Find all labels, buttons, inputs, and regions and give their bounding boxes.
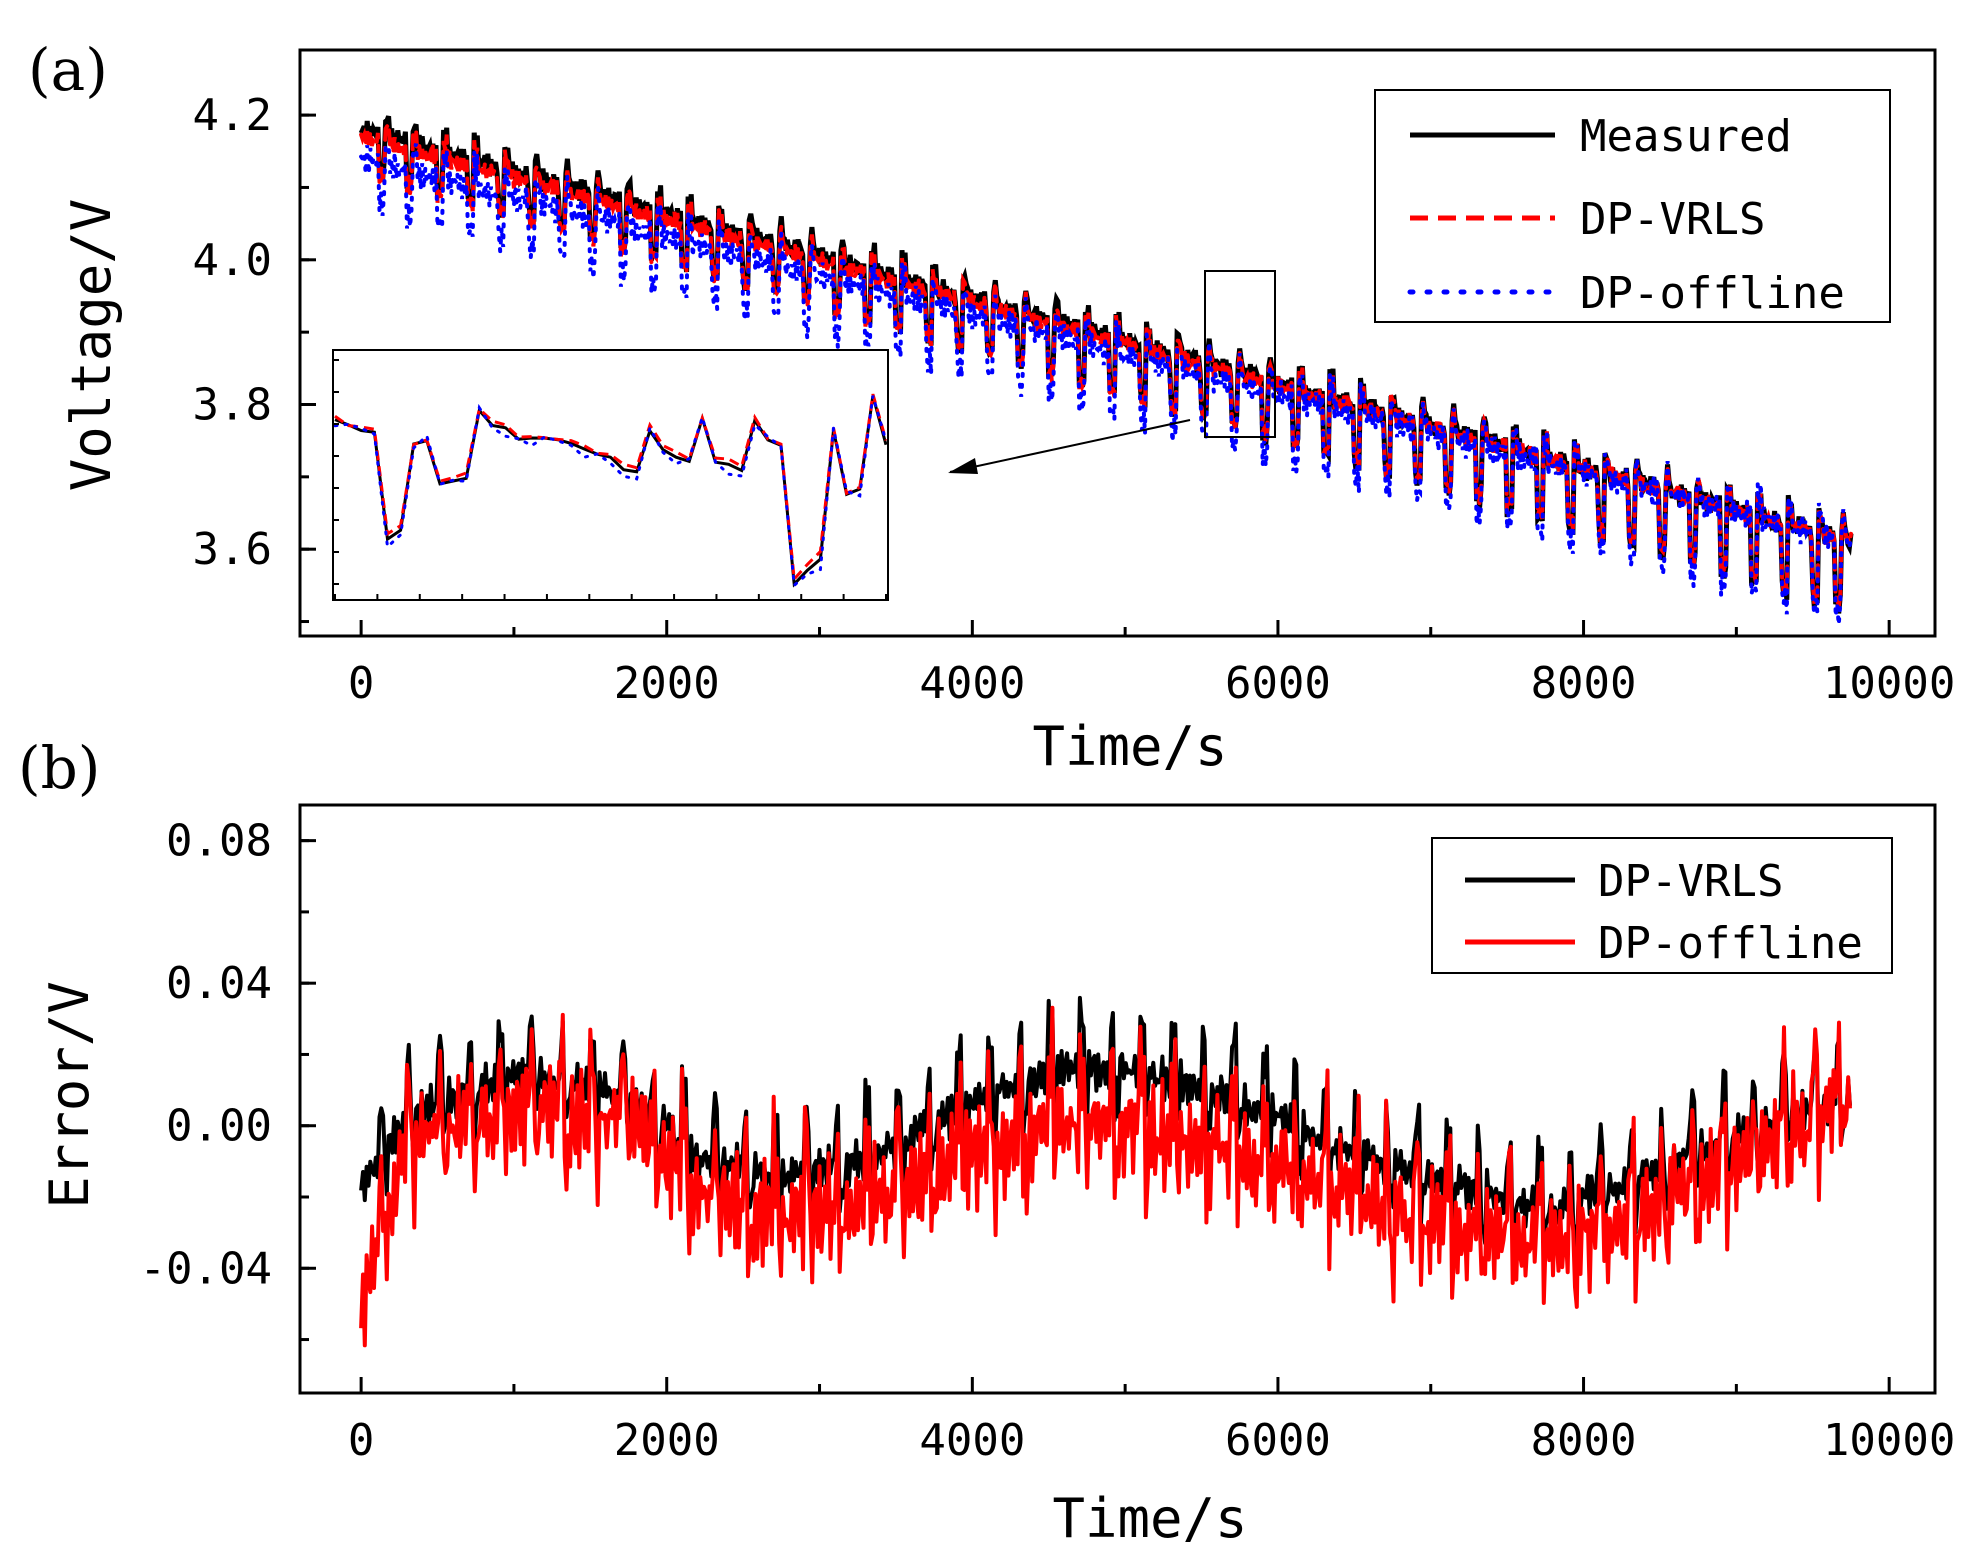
zoom-arrowhead: [948, 458, 978, 474]
voltage-xtick-label: 0: [348, 658, 375, 709]
legend-err-offline-label: DP-offline: [1598, 918, 1863, 969]
error-axis-ticks: 0 2000 4000 6000 8000 10000 -0.04 0.00 0.04 0.08: [140, 816, 1956, 1466]
error-x-axis-title: Time/s: [1052, 1487, 1247, 1550]
error-ytick-label: -0.04: [140, 1243, 272, 1294]
zoom-inset: [332, 349, 889, 601]
error-legend: DP-VRLS DP-offline: [1431, 837, 1893, 974]
error-y-axis-title: Error/V: [38, 981, 101, 1209]
error-xtick-label: 6000: [1225, 1415, 1331, 1466]
voltage-series-group: [358, 115, 1854, 625]
error-series-dp-offline: [359, 1005, 1852, 1348]
voltage-ytick-label: 4.2: [193, 90, 272, 141]
error-plot-frame: [298, 803, 1937, 1395]
error-chart: 0 2000 4000 6000 8000 10000-0.040.000.040.08 …: [38, 803, 1956, 1550]
voltage-legend: Measured DP-VRLS DP-offline: [1374, 89, 1891, 323]
inset-series-group: [333, 393, 888, 589]
voltage-xtick-label: 2000: [614, 658, 720, 709]
voltage-y-axis-title: Voltage/V: [60, 199, 123, 492]
error-xtick-label: 8000: [1531, 1415, 1637, 1466]
voltage-xtick-label: 4000: [919, 658, 1025, 709]
voltage-chart: 0 2000 4000 6000 8000 10000 3.6 3.8 4.0 4.2 Time/…: [60, 48, 1956, 778]
inset-background: [333, 350, 888, 600]
error-legend-frame: [1431, 837, 1893, 974]
error-ytick-label: 0.04: [166, 958, 272, 1009]
voltage-ytick-label: 3.8: [193, 379, 272, 430]
voltage-ytick-label: 3.6: [193, 524, 272, 575]
legend-dp-offline-label: DP-offline: [1580, 268, 1845, 319]
voltage-legend-frame: [1374, 89, 1891, 323]
voltage-plot-frame: [298, 48, 1937, 638]
error-xtick-label: 0: [348, 1415, 375, 1466]
error-ytick-label: 0.08: [166, 816, 272, 867]
voltage-xtick-label: 10000: [1823, 658, 1955, 709]
error-ytick-label: 0.00: [166, 1101, 272, 1152]
error-series-dp-vrls: [359, 995, 1852, 1258]
inset-frame: [332, 349, 889, 601]
legend-dp-vrls-label: DP-VRLS: [1580, 194, 1765, 245]
inset-dp-offline: [333, 395, 888, 589]
legend-err-vrls-label: DP-VRLS: [1598, 856, 1783, 907]
zoom-arrow: [949, 419, 1191, 473]
voltage-xtick-label: 8000: [1531, 658, 1637, 709]
voltage-ytick-label: 4.0: [193, 235, 272, 286]
voltage-series-dp-offline: [359, 142, 1853, 625]
error-xtick-label: 2000: [614, 1415, 720, 1466]
zoom-box: [1204, 270, 1276, 438]
voltage-axis-ticks: 0 2000 4000 6000 8000 10000 3.6 3.8 4.0 4.2: [193, 90, 1956, 709]
error-series-group: [359, 995, 1852, 1348]
panel-b-label: (b): [18, 734, 100, 802]
voltage-xtick-label: 6000: [1225, 658, 1331, 709]
voltage-x-axis-title: Time/s: [1032, 715, 1227, 778]
inset-ticks: [333, 359, 887, 600]
legend-measured-label: Measured: [1580, 111, 1792, 162]
panel-a-label: (a): [28, 36, 108, 104]
error-xtick-label: 4000: [919, 1415, 1025, 1466]
error-xtick-label: 10000: [1823, 1415, 1955, 1466]
